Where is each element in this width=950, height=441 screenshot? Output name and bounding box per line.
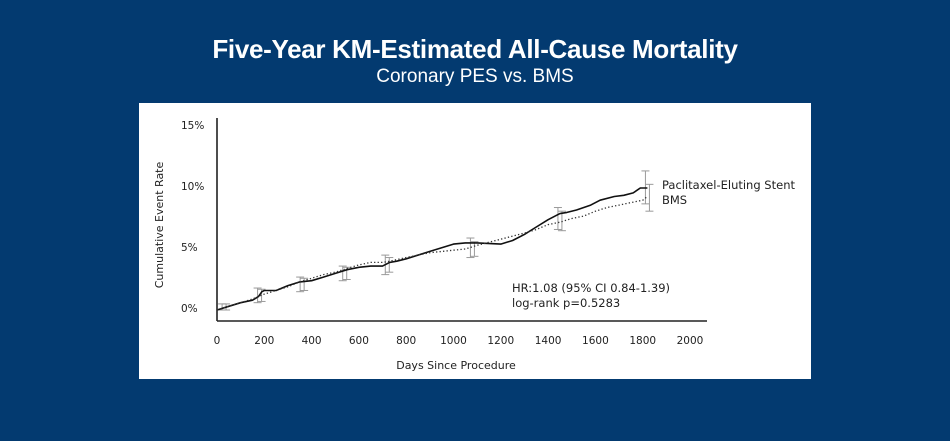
chart-panel: 0% 5% 10% 15% 0 200 400 600 800 1000 1200 1400 1600… (139, 103, 811, 379)
error-bars (218, 170, 654, 311)
series-line-pes (216, 187, 648, 311)
x-tick-labels: 0 200 400 600 800 1000 1200 1400 1600 1800 2000 (214, 335, 704, 347)
x-tick-label: 1600 (582, 335, 609, 347)
legend-bms: BMS (662, 193, 687, 207)
axes (216, 118, 707, 322)
y-axis-label: Cumulative Event Rate (153, 162, 166, 289)
series-line-bms (216, 195, 648, 311)
y-tick-label: 5% (181, 242, 198, 254)
y-tick-label: 0% (181, 303, 198, 315)
legend-pes: Paclitaxel-Eluting Stent (662, 178, 795, 192)
hazard-ratio-annotation: HR:1.08 (95% CI 0.84-1.39) (512, 281, 670, 295)
y-tick-label: 15% (181, 120, 204, 132)
x-tick-label: 1400 (535, 335, 562, 347)
log-rank-annotation: log-rank p=0.5283 (512, 296, 620, 310)
y-tick-label: 10% (181, 181, 204, 193)
x-tick-label: 200 (254, 335, 274, 347)
error-bar-pes (253, 287, 262, 304)
x-tick-label: 1200 (487, 335, 514, 347)
x-tick-label: 800 (396, 335, 416, 347)
x-tick-label: 0 (214, 335, 221, 347)
error-bar-bms (385, 257, 394, 273)
x-tick-label: 2000 (677, 335, 704, 347)
error-bar-pes (296, 276, 305, 293)
x-tick-label: 400 (302, 335, 322, 347)
x-axis-label: Days Since Procedure (396, 359, 516, 372)
x-tick-label: 1000 (440, 335, 467, 347)
y-tick-labels: 0% 5% 10% 15% (181, 120, 204, 315)
error-bar-bms (470, 241, 479, 257)
slide-subtitle: Coronary PES vs. BMS (376, 66, 574, 87)
x-tick-label: 1800 (629, 335, 656, 347)
x-tick-label: 600 (349, 335, 369, 347)
km-chart: 0% 5% 10% 15% 0 200 400 600 800 1000 1200 1400 1600… (153, 118, 795, 372)
error-bar-bms (645, 183, 654, 212)
error-bar-pes (338, 265, 347, 282)
slide-title: Five-Year KM-Estimated All-Cause Mortali… (212, 34, 738, 64)
series-lines (216, 187, 648, 311)
